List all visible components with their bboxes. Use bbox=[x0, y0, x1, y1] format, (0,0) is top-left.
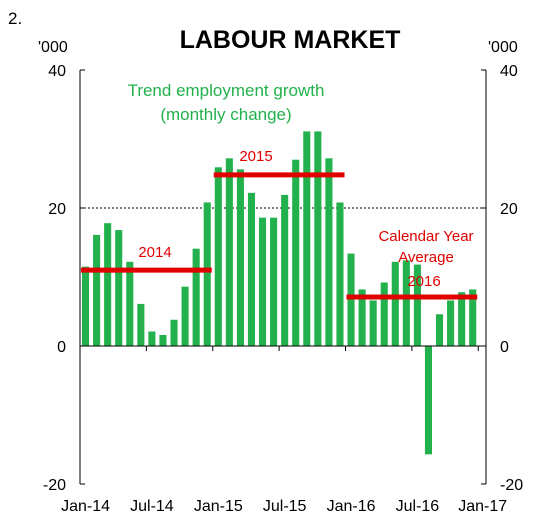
bar-oct-16 bbox=[447, 300, 455, 346]
bar-may-15 bbox=[258, 217, 267, 346]
bar-oct-14 bbox=[181, 286, 189, 346]
bar-feb-15 bbox=[225, 158, 233, 346]
average-note-line: Average bbox=[398, 249, 454, 266]
right-y-tick-labels: -20 0 20 40 bbox=[500, 63, 523, 494]
x-tick-label: Jan-15 bbox=[194, 498, 243, 515]
bar-jul-14 bbox=[148, 331, 156, 346]
bar-jan-15 bbox=[214, 167, 222, 346]
left-y-tick-labels: -20 0 20 40 bbox=[43, 63, 66, 494]
left-y-tick-label: 40 bbox=[48, 63, 66, 80]
right-unit-label: '000 bbox=[488, 39, 518, 56]
bar-apr-15 bbox=[247, 192, 256, 346]
bar-aug-16 bbox=[424, 346, 433, 455]
x-tick-label: Jan-14 bbox=[61, 498, 110, 515]
average-label-2015: 2015 bbox=[239, 148, 272, 165]
average-label-2014: 2014 bbox=[138, 244, 171, 261]
series-label-line: (monthly change) bbox=[160, 105, 291, 124]
right-y-tick-label: 0 bbox=[500, 339, 509, 356]
bar-oct-15 bbox=[314, 131, 322, 346]
right-y-tick-label: 20 bbox=[500, 201, 518, 218]
bar-sep-16 bbox=[435, 314, 444, 346]
bar-nov-16 bbox=[458, 292, 466, 346]
bar-mar-14 bbox=[104, 223, 112, 346]
bar-may-14 bbox=[126, 261, 134, 346]
bar-jun-16 bbox=[402, 260, 410, 346]
bar-dec-16 bbox=[469, 289, 477, 346]
bar-nov-15 bbox=[325, 158, 333, 346]
left-y-tick-label: 20 bbox=[48, 201, 66, 218]
bar-nov-14 bbox=[192, 248, 200, 346]
bar-jul-15 bbox=[281, 194, 289, 346]
bar-feb-16 bbox=[358, 289, 366, 346]
chart-title: LABOUR MARKET bbox=[180, 26, 401, 54]
x-tick-label: Jul-15 bbox=[263, 498, 307, 515]
bar-may-16 bbox=[391, 261, 399, 346]
bar-dec-14 bbox=[203, 202, 211, 346]
bar-jun-15 bbox=[270, 217, 278, 346]
bar-jan-14 bbox=[81, 266, 90, 346]
bar-sep-15 bbox=[303, 131, 311, 346]
bar-sep-14 bbox=[170, 319, 178, 346]
right-y-tick-label: -20 bbox=[500, 477, 523, 494]
series-label-line: Trend employment growth bbox=[128, 81, 325, 100]
bar-dec-15 bbox=[336, 202, 344, 346]
x-tick-label: Jul-14 bbox=[130, 498, 174, 515]
bar-jul-16 bbox=[413, 264, 421, 346]
x-tick-label: Jan-16 bbox=[327, 498, 376, 515]
bar-feb-14 bbox=[93, 234, 101, 346]
average-label-2016: 2016 bbox=[407, 273, 440, 290]
x-tick-labels: Jan-14 Jul-14 Jan-15 Jul-15 Jan-16 Jul-16 Jan-… bbox=[61, 498, 507, 515]
annotations: Trend employment growth (monthly change) 2… bbox=[128, 81, 474, 290]
bar-aug-14 bbox=[159, 334, 167, 346]
bar-jan-16 bbox=[347, 253, 355, 346]
right-y-tick-label: 40 bbox=[500, 63, 518, 80]
bar-aug-15 bbox=[292, 159, 300, 346]
x-tick-label: Jul-16 bbox=[396, 498, 440, 515]
left-y-tick-label: -20 bbox=[43, 477, 66, 494]
bar-mar-16 bbox=[369, 300, 377, 346]
bar-mar-15 bbox=[236, 169, 244, 346]
axes bbox=[79, 69, 487, 485]
bar-jun-14 bbox=[137, 303, 145, 346]
bar-apr-16 bbox=[380, 282, 388, 346]
bars bbox=[81, 131, 477, 455]
left-unit-label: '000 bbox=[38, 39, 68, 56]
bar-apr-14 bbox=[115, 230, 123, 346]
average-note-line: Calendar Year bbox=[378, 228, 473, 245]
average-lines bbox=[80, 172, 478, 300]
left-y-tick-label: 0 bbox=[57, 339, 66, 356]
x-tick-label: Jan-17 bbox=[458, 498, 507, 515]
figure-number: 2. bbox=[8, 9, 22, 28]
